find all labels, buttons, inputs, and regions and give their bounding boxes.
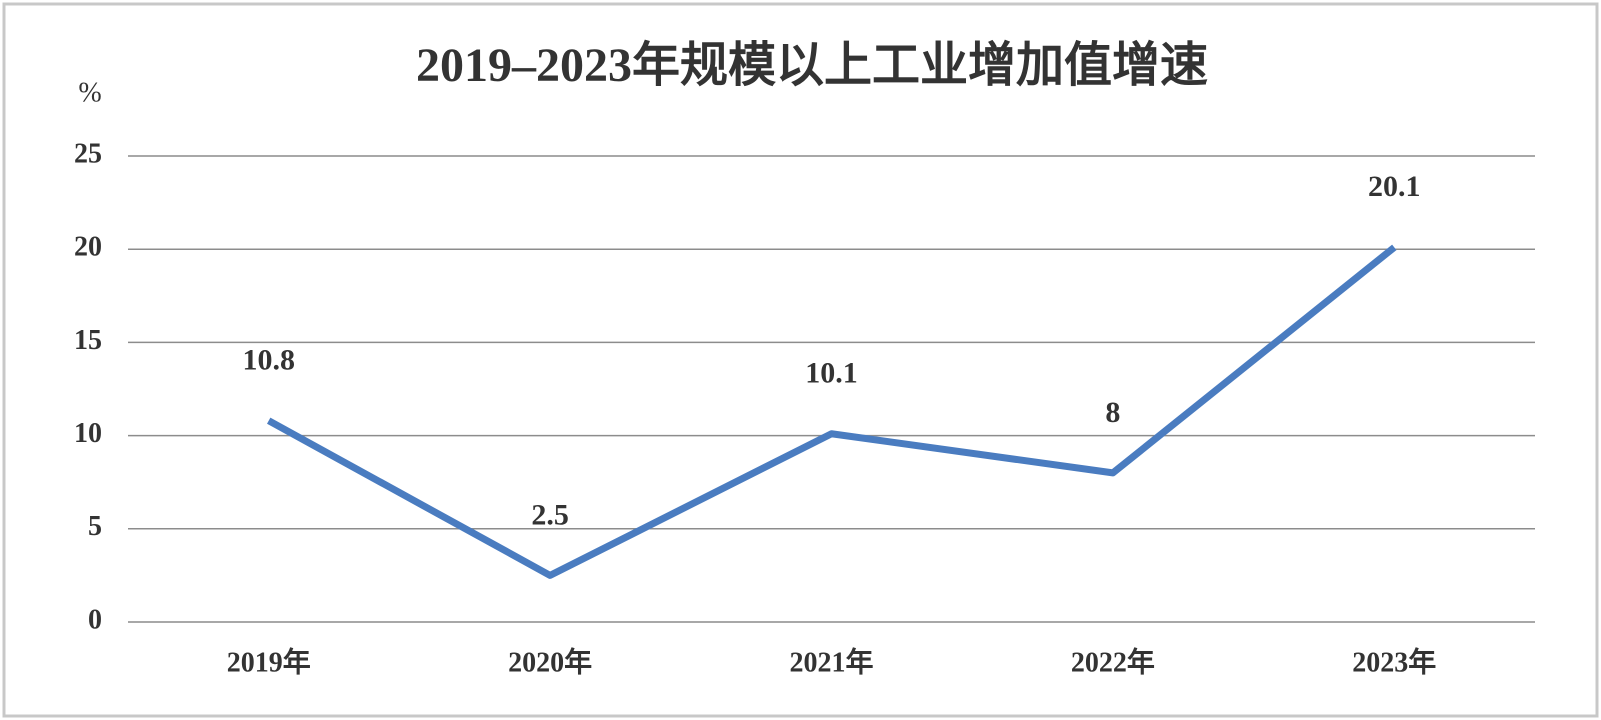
chart-title: 2019–2023年规模以上工业增加值增速 — [416, 39, 1208, 92]
y-tick-label: 15 — [74, 325, 102, 356]
y-tick-label: 5 — [88, 511, 102, 542]
x-tick-label: 2022年 — [1071, 645, 1155, 678]
y-tick-label: 25 — [74, 138, 102, 169]
y-axis-label: % — [78, 77, 101, 108]
x-tick-label: 2020年 — [508, 645, 592, 678]
x-tick-label: 2023年 — [1352, 645, 1436, 678]
y-tick-label: 20 — [74, 232, 102, 263]
data-label: 10.1 — [805, 357, 858, 390]
data-label: 2.5 — [531, 498, 569, 531]
x-tick-label: 2019年 — [227, 645, 311, 678]
data-label: 20.1 — [1368, 170, 1421, 203]
y-tick-label: 10 — [74, 418, 102, 449]
data-label: 8 — [1105, 396, 1120, 429]
data-label: 10.8 — [242, 344, 295, 377]
y-tick-label: 0 — [88, 604, 102, 635]
line — [267, 244, 1397, 579]
x-tick-label: 2021年 — [789, 645, 873, 678]
